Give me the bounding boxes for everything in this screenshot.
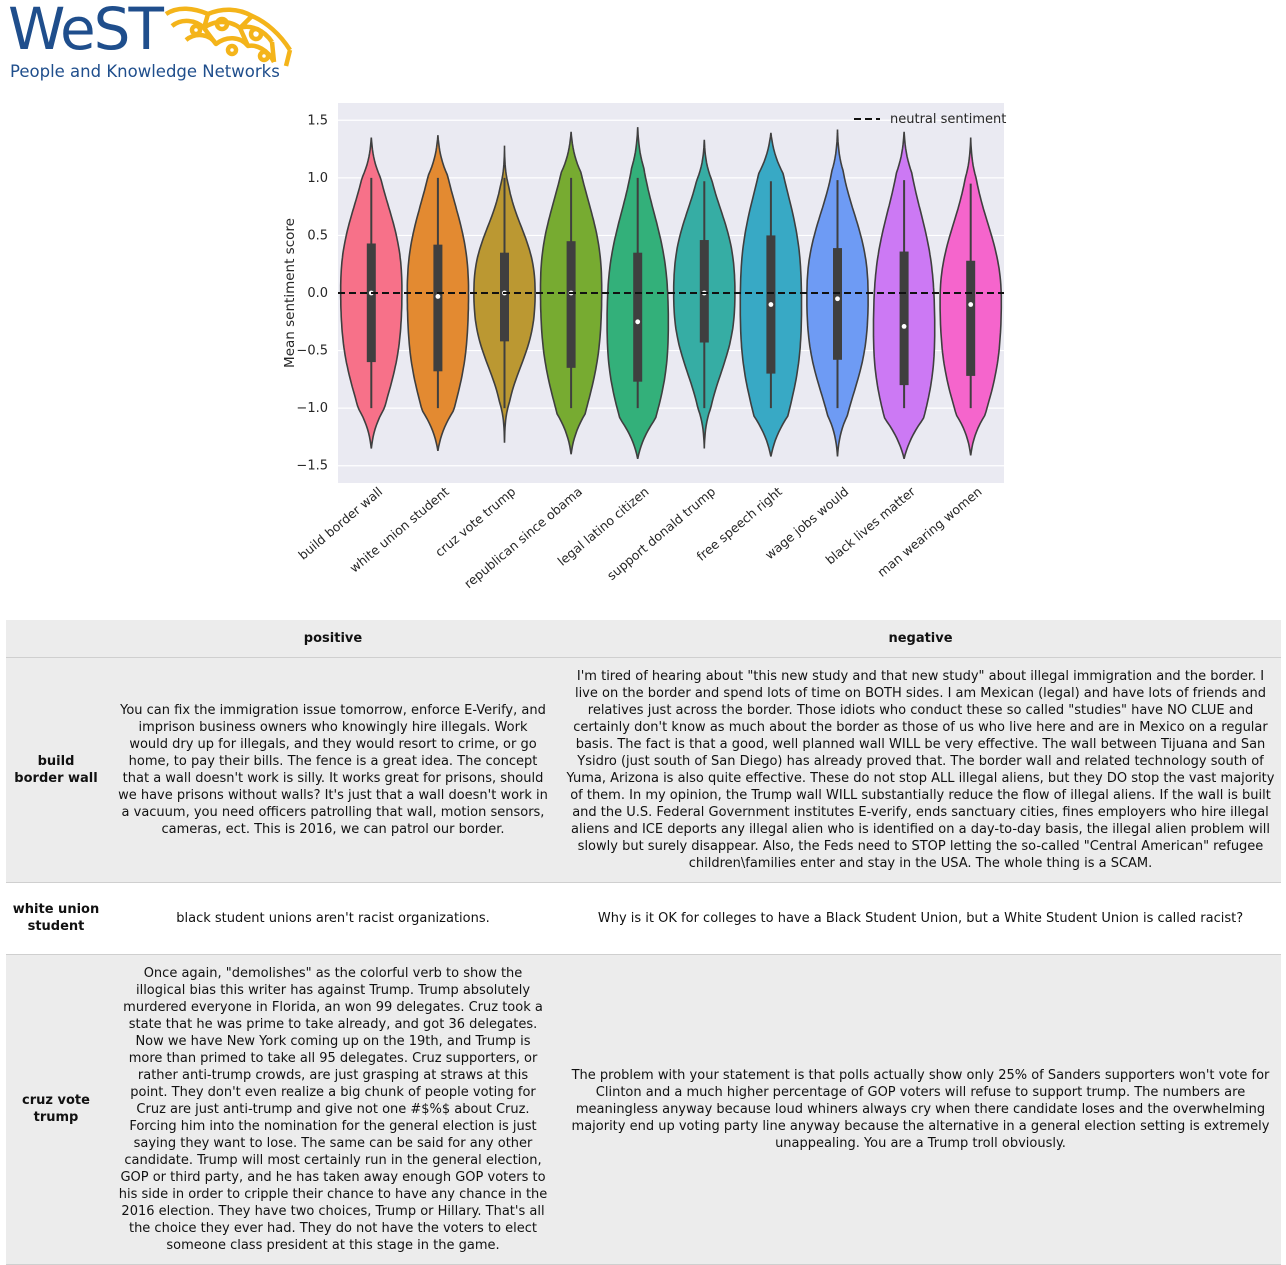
violin-man-wearing-women [939, 137, 1003, 456]
negative-header: negative [888, 630, 953, 646]
row-topic: white union student [12, 902, 100, 934]
x-tick-label: republican since obama [461, 484, 585, 591]
violin-median-point [635, 319, 641, 325]
positive-comment: You can fix the immigration issue tomorr… [118, 702, 548, 837]
y-tick-label: −0.5 [296, 344, 328, 359]
violin-chart: −1.5 −1.0 −0.5 0.0 0.5 1.0 1.5 Mean sentiment s… [282, 103, 1006, 591]
violin-median-point [768, 302, 774, 307]
legend-label: neutral sentiment [890, 112, 1006, 127]
violin-iqr-box [833, 248, 842, 360]
logo-wordmark: WeST [8, 0, 164, 63]
logo-tagline: People and Knowledge Networks [10, 62, 280, 81]
row-topic: cruz vote trump [22, 1093, 90, 1125]
west-logo: WeST People and Knowledge Networks [8, 0, 298, 86]
table-header-row: positive negative [6, 620, 1281, 657]
violin-median-point [968, 302, 974, 307]
violin-median-point [835, 296, 840, 302]
y-tick-label: 0.5 [307, 228, 328, 243]
table-row: white union student black student unions… [6, 882, 1281, 954]
example-comments-table: positive negative build border wall You … [6, 620, 1281, 1265]
violin-black-lives-matter [872, 131, 936, 459]
y-axis-label: Mean sentiment score [282, 218, 298, 368]
y-tick-label: −1.0 [296, 401, 328, 416]
negative-comment: The problem with your statement is that … [571, 1067, 1270, 1151]
violin-iqr-box [899, 251, 909, 386]
y-tick-label: −1.5 [296, 459, 328, 474]
y-tick-label: 1.0 [307, 171, 328, 186]
y-tick-label: 1.5 [307, 113, 328, 128]
violin-iqr-box [633, 252, 643, 382]
table-row: build border wall You can fix the immigr… [6, 657, 1281, 882]
violin-median-point [901, 323, 907, 329]
positive-comment: black student unions aren't racist organ… [176, 910, 490, 926]
x-tick-label: support donald trump [604, 484, 718, 583]
positive-comment: Once again, "demolishes" as the colorful… [118, 965, 548, 1253]
violin-iqr-box [966, 260, 976, 376]
table-row: cruz vote trump Once again, "demolishes"… [6, 954, 1281, 1264]
row-topic: build border wall [14, 753, 98, 786]
violin-median-point [435, 294, 441, 299]
negative-comment: I'm tired of hearing about "this new stu… [566, 668, 1275, 871]
y-tick-label: 0.0 [307, 286, 328, 301]
violin-iqr-box [500, 252, 509, 342]
positive-header: positive [303, 630, 363, 646]
violin-iqr-box [433, 244, 443, 372]
network-mesh-icon [164, 6, 293, 67]
violin-iqr-box [366, 243, 376, 363]
negative-comment: Why is it OK for colleges to have a Blac… [597, 910, 1244, 926]
violin-support-donald-trump [672, 139, 736, 449]
violin-free-speech-right [739, 132, 803, 457]
violin-iqr-box [566, 241, 576, 368]
corner-header [6, 620, 106, 657]
